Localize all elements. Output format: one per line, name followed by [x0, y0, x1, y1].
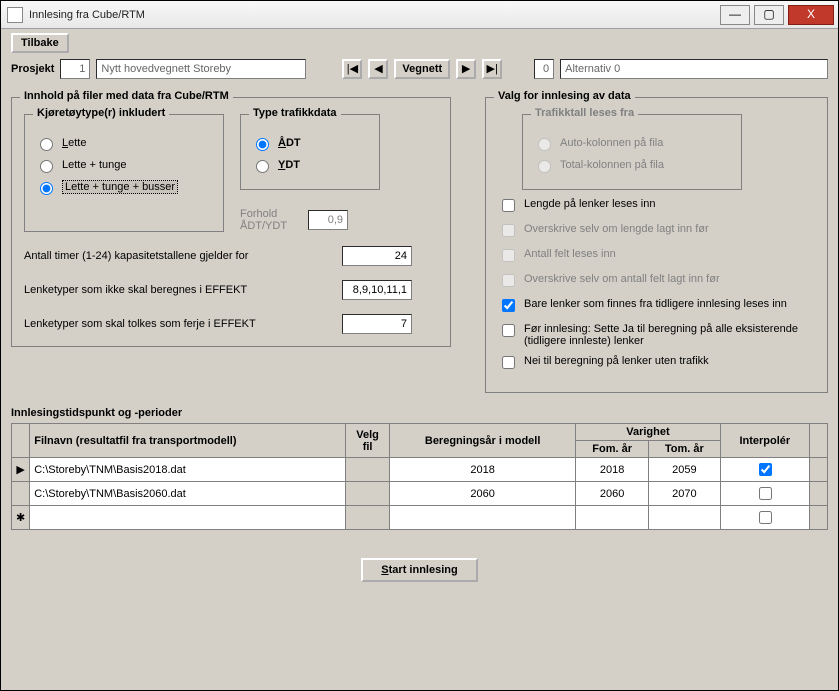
- nav-prev-button[interactable]: ◀: [368, 59, 388, 79]
- client-area: Tilbake Prosjekt |◀ ◀ Vegnett ▶ ▶| Innho…: [1, 29, 838, 690]
- radio-lette[interactable]: Lette: [35, 135, 213, 151]
- lenketyper-ikke-input[interactable]: [342, 280, 412, 300]
- row-indicator-icon: ▶: [12, 458, 30, 482]
- lenketyper-ikke-label: Lenketyper som ikke skal beregnes i EFFE…: [24, 284, 334, 296]
- close-button[interactable]: X: [788, 5, 834, 25]
- radio-ydt[interactable]: YDT: [251, 157, 369, 173]
- nav-first-button[interactable]: |◀: [342, 59, 362, 79]
- radio-lette-tunge-busser-label: Lette + tunge + busser: [62, 180, 178, 194]
- radio-lette-tunge-busser[interactable]: Lette + tunge + busser: [35, 179, 213, 195]
- traffic-source-group: Trafikktall leses fra Auto-kolonnen på f…: [522, 114, 742, 190]
- col-beregn: Beregningsår i modell: [390, 424, 576, 458]
- chk-nei-beregning[interactable]: [502, 356, 515, 369]
- velg-fil-button[interactable]: [346, 482, 390, 506]
- chk-lengde[interactable]: [502, 199, 515, 212]
- lenketyper-ferje-label: Lenketyper som skal tolkes som ferje i E…: [24, 318, 334, 330]
- traffic-source-title: Trafikktall leses fra: [531, 107, 638, 119]
- nav-next-button[interactable]: ▶: [456, 59, 476, 79]
- table-row[interactable]: C:\Storeby\TNM\Basis2060.dat 2060 2060 2…: [12, 482, 828, 506]
- radio-adt[interactable]: ÅDT: [251, 135, 369, 151]
- grid-title: Innlesingstidspunkt og -perioder: [11, 407, 828, 419]
- alternative-number: [534, 59, 554, 79]
- table-row[interactable]: ▶ C:\Storeby\TNM\Basis2018.dat 2018 2018…: [12, 458, 828, 482]
- right-group: Valg for innlesing av data Trafikktall l…: [485, 97, 828, 393]
- col-fom: Fom. år: [576, 441, 649, 458]
- chk-overskriv-felt: [502, 274, 515, 287]
- chk-interpoler-1[interactable]: [759, 463, 772, 476]
- radio-total-col: [538, 160, 551, 173]
- titlebar: Innlesing fra Cube/RTM — ▢ X: [1, 1, 838, 29]
- col-filnavn: Filnavn (resultatfil fra transportmodell…: [30, 424, 346, 458]
- col-tom: Tom. år: [649, 441, 721, 458]
- minimize-button[interactable]: —: [720, 5, 750, 25]
- vehicle-type-title: Kjøretøytype(r) inkludert: [33, 107, 169, 119]
- project-row: Prosjekt |◀ ◀ Vegnett ▶ ▶|: [11, 59, 828, 79]
- nav-last-button[interactable]: ▶|: [482, 59, 502, 79]
- project-name: [96, 59, 306, 79]
- radio-lette-tunge[interactable]: Lette + tunge: [35, 157, 213, 173]
- forhold-label: Forhold ÅDT/YDT: [240, 208, 300, 232]
- col-interpoler: Interpolér: [720, 424, 809, 458]
- chk-interpoler-new[interactable]: [759, 511, 772, 524]
- traffic-data-title: Type trafikkdata: [249, 107, 341, 119]
- antall-timer-label: Antall timer (1-24) kapasitetstallene gj…: [24, 250, 334, 262]
- vehicle-type-group: Kjøretøytype(r) inkludert Lette Lette + …: [24, 114, 224, 232]
- project-label: Prosjekt: [11, 63, 54, 75]
- radio-lette-label: ette: [68, 137, 86, 149]
- forhold-input: [308, 210, 348, 230]
- project-number: [60, 59, 90, 79]
- radio-auto-col: [538, 138, 551, 151]
- col-velgfil: Velg fil: [346, 424, 390, 458]
- lenketyper-ferje-input[interactable]: [342, 314, 412, 334]
- start-button-label: tart innlesing: [389, 564, 458, 576]
- chk-interpoler-2[interactable]: [759, 487, 772, 500]
- table-row-new[interactable]: ✱: [12, 506, 828, 530]
- right-group-title: Valg for innlesing av data: [494, 90, 635, 102]
- left-group: Innhold på filer med data fra Cube/RTM K…: [11, 97, 451, 347]
- left-group-title: Innhold på filer med data fra Cube/RTM: [20, 90, 233, 102]
- chk-bare-lenker[interactable]: [502, 299, 515, 312]
- start-innlesing-button[interactable]: Start innlesing: [361, 558, 477, 582]
- nav-vegnett-button[interactable]: Vegnett: [394, 59, 450, 79]
- antall-timer-input[interactable]: [342, 246, 412, 266]
- file-grid[interactable]: Filnavn (resultatfil fra transportmodell…: [11, 423, 828, 530]
- alternative-name: [560, 59, 828, 79]
- new-row-icon: ✱: [12, 506, 30, 530]
- app-icon: [7, 7, 23, 23]
- chk-antall-felt: [502, 249, 515, 262]
- chk-overskriv-lengde: [502, 224, 515, 237]
- window-title: Innlesing fra Cube/RTM: [29, 9, 720, 21]
- chk-sette-ja[interactable]: [502, 324, 515, 337]
- radio-lette-tunge-label: Lette + tunge: [62, 159, 127, 171]
- velg-fil-button[interactable]: [346, 458, 390, 482]
- col-varighet: Varighet: [576, 424, 720, 441]
- back-button[interactable]: Tilbake: [11, 33, 69, 53]
- maximize-button[interactable]: ▢: [754, 5, 784, 25]
- traffic-data-group: Type trafikkdata ÅDT YDT: [240, 114, 380, 190]
- app-window: Innlesing fra Cube/RTM — ▢ X Tilbake Pro…: [0, 0, 839, 691]
